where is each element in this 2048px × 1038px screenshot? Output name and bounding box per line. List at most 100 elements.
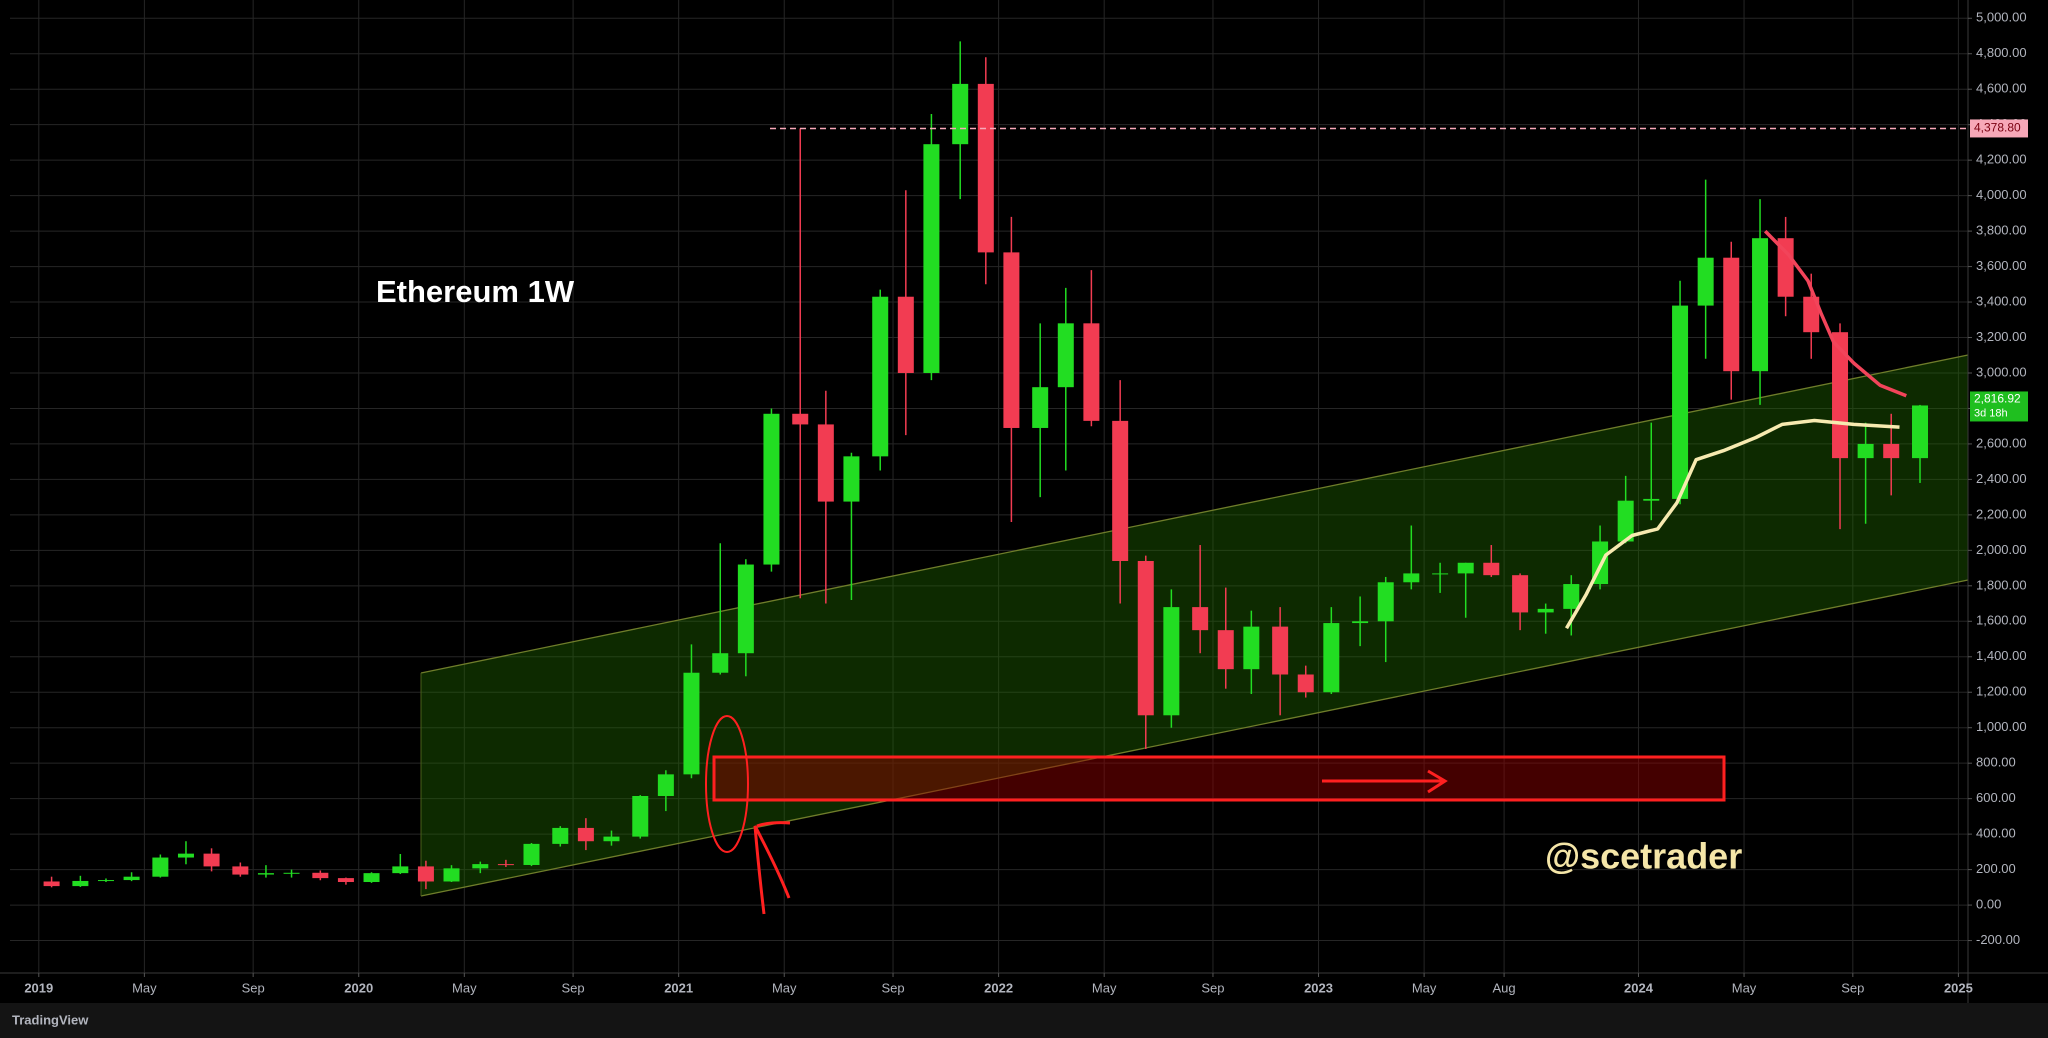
overlays [770, 127, 1968, 630]
countdown: 3d 18h [1974, 407, 2008, 419]
candle-body [737, 564, 754, 654]
candle-body [232, 866, 249, 875]
y-tick-label: 3,200.00 [1976, 329, 2027, 344]
candle-body [683, 672, 700, 775]
candle-body [203, 853, 220, 867]
candle-body [763, 413, 780, 565]
candle-body [123, 876, 140, 881]
candle-body [1857, 443, 1874, 459]
candle-body [1003, 252, 1020, 428]
candle-body [603, 836, 620, 842]
candle-body [1457, 562, 1474, 574]
x-tick-label: May [452, 980, 477, 995]
candle-body [472, 864, 489, 869]
candle-body [312, 872, 329, 879]
price-label: 2,816.92 [1974, 392, 2021, 406]
candle-body [72, 880, 89, 887]
candle-body [152, 857, 169, 877]
watermark: @scetrader [1545, 836, 1742, 877]
candle-body [1112, 420, 1129, 561]
price-tag [1970, 391, 2028, 422]
candle-body [1377, 582, 1394, 622]
y-tick-label: 1,200.00 [1976, 684, 2027, 699]
candle-body [1432, 573, 1449, 575]
y-tick-label: 3,600.00 [1976, 258, 2027, 273]
candle-body [1083, 323, 1100, 421]
brand: TradingView [12, 1012, 89, 1027]
x-tick-label: May [1092, 980, 1117, 995]
y-tick-label: 0.00 [1976, 897, 2001, 912]
candle-body [1323, 623, 1340, 693]
x-tick-label: 2022 [984, 980, 1013, 995]
y-tick-label: 2,600.00 [1976, 435, 2027, 450]
x-tick-label: May [1412, 980, 1437, 995]
hand-arrow [753, 821, 791, 915]
candle-body [97, 880, 114, 882]
y-tick-label: 5,000.00 [1976, 10, 2027, 25]
candle-body [792, 413, 809, 425]
x-tick-label: 2021 [664, 980, 693, 995]
candle-body [1403, 573, 1420, 583]
x-tick-label: May [772, 980, 797, 995]
candle-body [923, 144, 940, 373]
candle-body [1192, 607, 1209, 631]
candle-body [1352, 621, 1369, 624]
candle-body [1272, 626, 1289, 675]
arrow [1322, 769, 1448, 794]
support-box [712, 755, 1726, 802]
candle-body [577, 827, 594, 842]
x-tick-label: Sep [1201, 980, 1224, 995]
x-tick-label: Sep [1841, 980, 1864, 995]
y-tick-label: 4,000.00 [1976, 187, 2027, 202]
level-tag [1970, 119, 2028, 138]
candle-body [1723, 257, 1740, 372]
candle-body [1912, 405, 1929, 459]
candle-body [1297, 674, 1314, 693]
moving-average [1763, 229, 1907, 398]
y-tick-label: 1,600.00 [1976, 613, 2027, 628]
y-tick-label: 1,000.00 [1976, 719, 2027, 734]
moving-average [1564, 418, 1900, 630]
candle-body [1752, 238, 1769, 372]
candle-body [363, 873, 380, 883]
x-tick-label: Sep [242, 980, 265, 995]
candle-body [1483, 562, 1500, 576]
y-tick-label: 2,000.00 [1976, 542, 2027, 557]
candle-body [952, 83, 969, 145]
candle-body [1512, 575, 1529, 613]
x-tick-label: Sep [881, 980, 904, 995]
y-tick-label: 600.00 [1976, 790, 2016, 805]
y-tick-label: 800.00 [1976, 755, 2016, 770]
x-tick-label: Sep [562, 980, 585, 995]
y-tick-label: 400.00 [1976, 826, 2016, 841]
candle-body [843, 456, 860, 502]
candle-body [1563, 584, 1580, 609]
channel-lower [420, 579, 1969, 897]
candle-body [1537, 608, 1554, 613]
y-tick-label: 4,600.00 [1976, 81, 2027, 96]
candle-body [283, 872, 300, 874]
candle-body [632, 795, 649, 837]
candle-body [872, 296, 889, 457]
candle-body [712, 653, 729, 673]
x-tick-label: 2019 [24, 980, 53, 995]
y-tick-label: 2,400.00 [1976, 471, 2027, 486]
y-tick-label: 4,200.00 [1976, 152, 2027, 167]
candle-body [1163, 607, 1180, 716]
candle-body [523, 843, 540, 865]
axes: 5,000.004,800.004,600.004,400.004,200.00… [24, 10, 2028, 995]
x-tick-label: 2023 [1304, 980, 1333, 995]
circle-mark [705, 715, 749, 853]
candle-body [1883, 443, 1900, 459]
y-tick-label: 3,800.00 [1976, 223, 2027, 238]
footer-bar [0, 1003, 2048, 1038]
grid-layer [10, 0, 1968, 973]
y-tick-label: -200.00 [1976, 932, 2020, 947]
candle-body [1643, 498, 1660, 501]
x-tick-label: Aug [1493, 980, 1516, 995]
candle-body [1057, 323, 1074, 388]
x-tick-label: May [1732, 980, 1757, 995]
